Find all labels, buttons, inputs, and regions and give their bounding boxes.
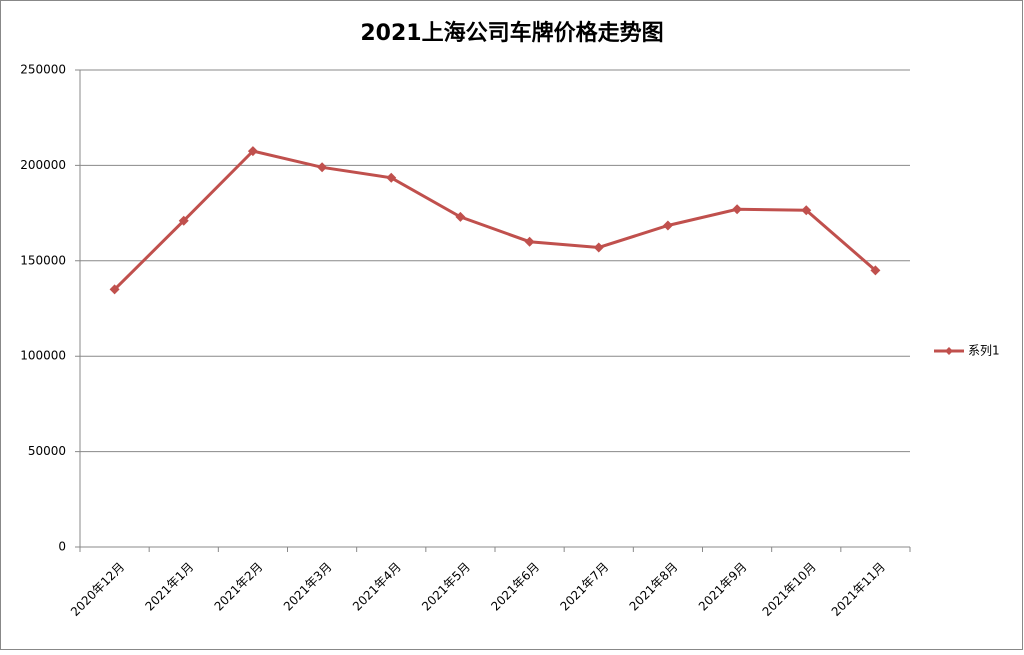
point-marker (870, 265, 881, 276)
point-marker (247, 146, 258, 157)
point-marker (593, 242, 604, 253)
series-line (113, 149, 877, 291)
y-tick-label: 100000 (20, 349, 66, 363)
point-marker (455, 211, 466, 222)
y-tick-label: 50000 (28, 444, 66, 458)
legend-marker (945, 347, 953, 355)
chart-title: 2021上海公司车牌价格走势图 (360, 20, 663, 46)
point-marker (732, 204, 743, 215)
point-marker (178, 215, 189, 226)
y-tick-label: 150000 (20, 253, 66, 267)
point-marker (801, 205, 812, 216)
point-marker (524, 236, 535, 247)
y-tick-label: 250000 (20, 63, 66, 77)
point-marker (386, 172, 397, 183)
legend-label: 系列1 (968, 344, 1000, 358)
point-marker (109, 284, 120, 295)
y-tick-label: 200000 (20, 158, 66, 172)
y-tick-label: 0 (58, 540, 66, 554)
point-marker (662, 220, 673, 231)
point-marker (317, 162, 328, 173)
